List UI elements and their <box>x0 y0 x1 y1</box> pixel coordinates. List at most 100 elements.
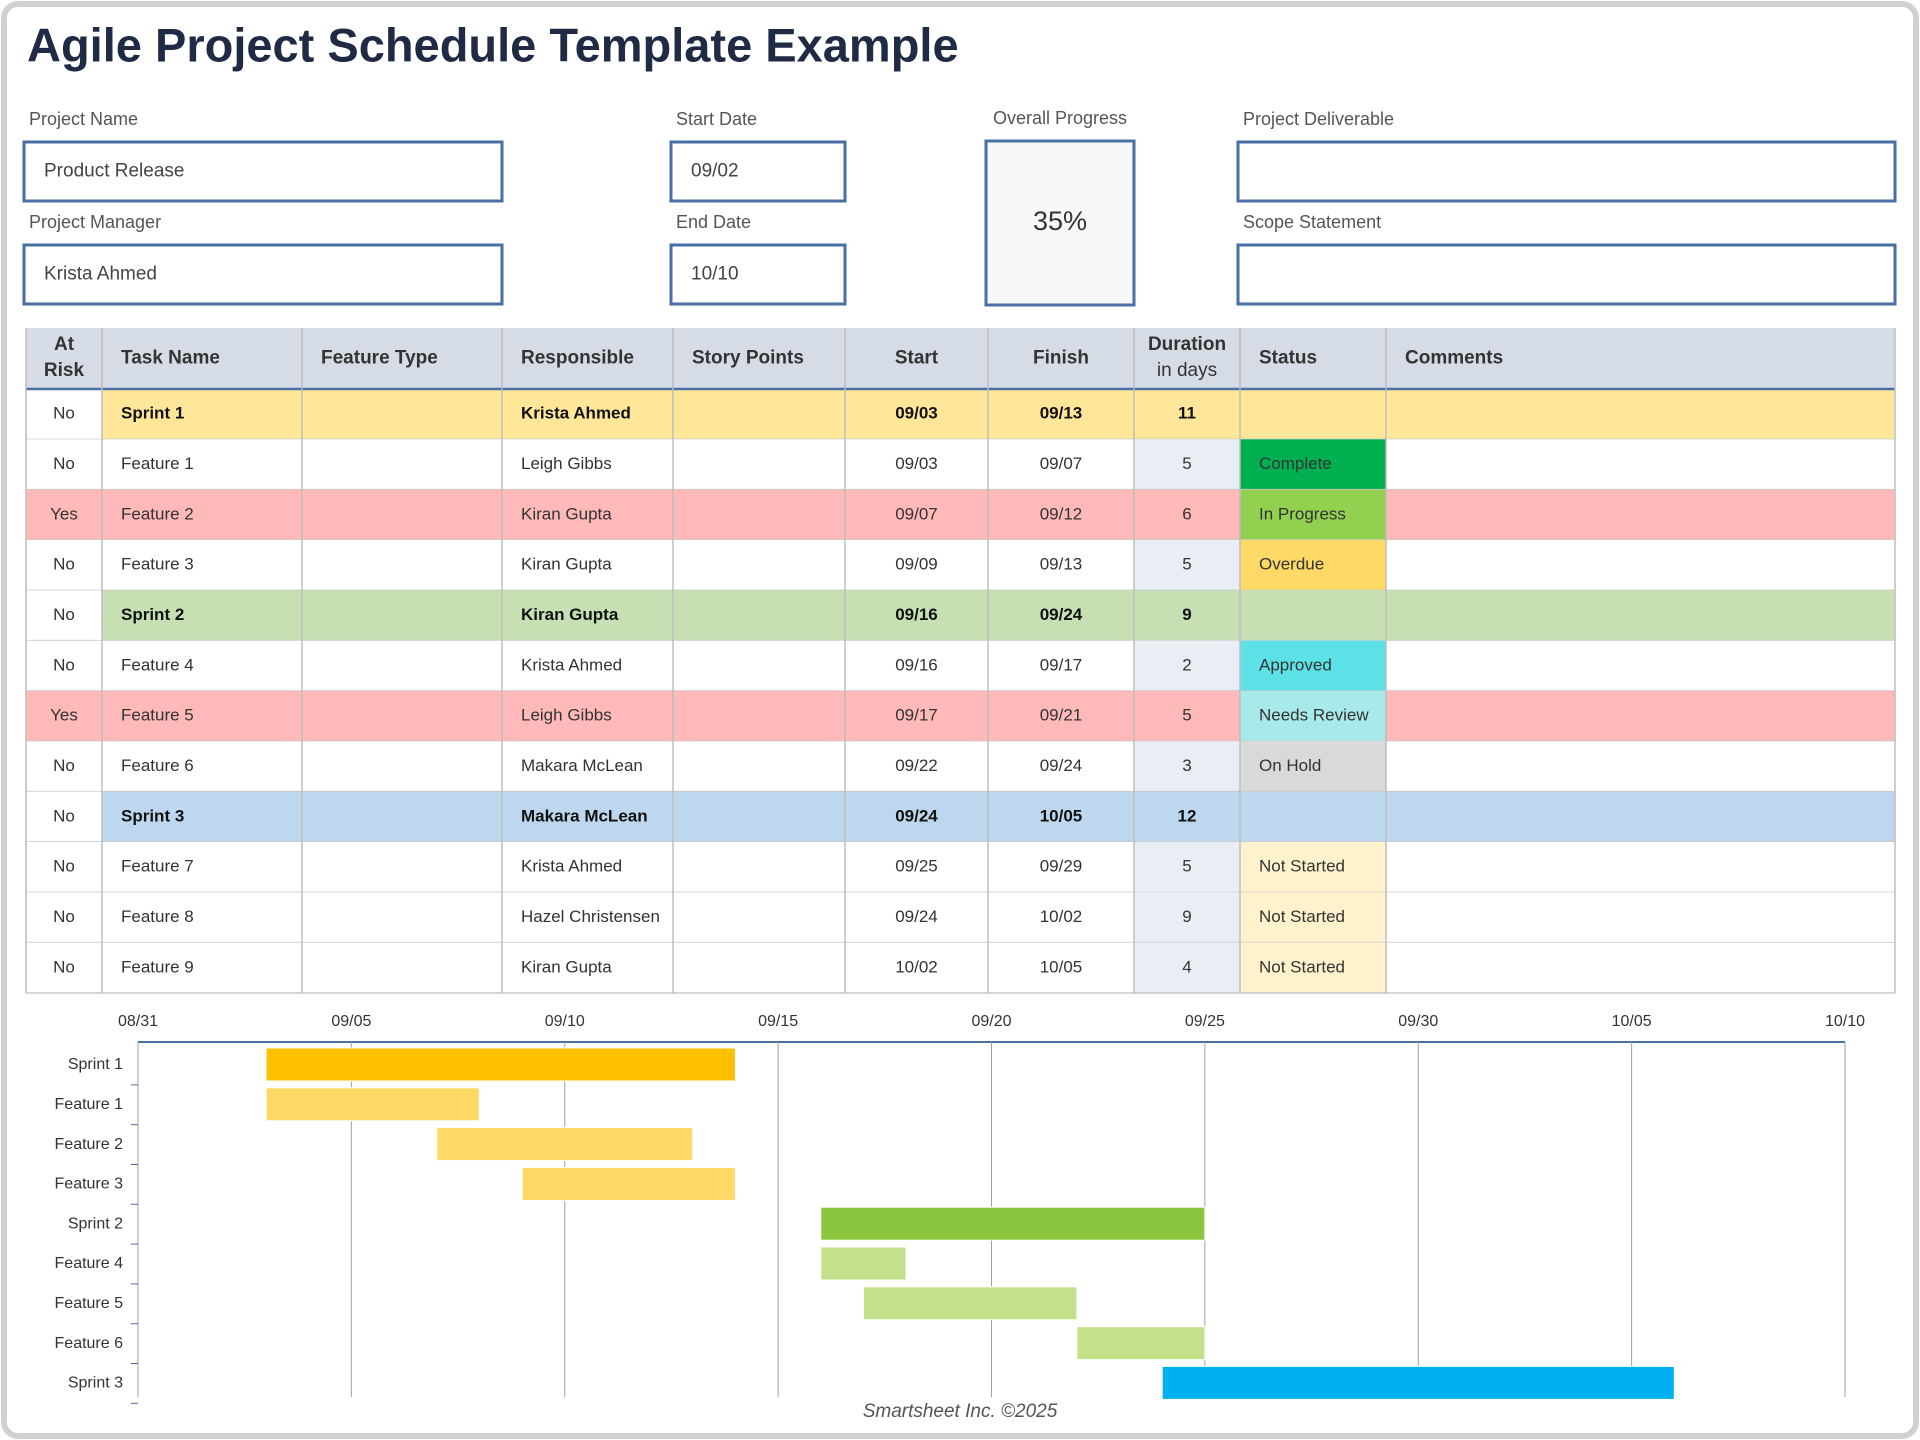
header-label: Finish <box>1033 348 1089 369</box>
x-tick-label: 09/30 <box>1398 1013 1438 1030</box>
field-box <box>22 140 504 203</box>
cell: Feature 6 <box>121 756 194 775</box>
title: Agile Project Schedule Template Example <box>27 18 959 71</box>
field-box <box>1236 140 1897 203</box>
cell: 09/07 <box>1040 454 1083 473</box>
cell: Krista Ahmed <box>521 857 622 876</box>
status-cell <box>1240 691 1386 742</box>
gantt-bar <box>1076 1326 1206 1361</box>
cell: No <box>53 655 75 674</box>
header-label: Duration <box>1148 334 1226 355</box>
row-fill <box>102 741 1895 792</box>
at-risk-cell <box>26 439 102 490</box>
cell: Sprint 2 <box>121 605 184 624</box>
cell: Feature 3 <box>121 555 194 574</box>
status-cell <box>1240 540 1386 591</box>
duration-cell <box>1134 842 1240 893</box>
gantt-bar <box>265 1087 480 1122</box>
gantt-label: Feature 1 <box>55 1096 124 1113</box>
at-risk-cell <box>26 842 102 893</box>
header-label: Feature Type <box>321 348 438 369</box>
cell: 09/24 <box>1040 605 1083 624</box>
cell: Feature 4 <box>121 655 194 674</box>
cell: Kiran Gupta <box>521 555 612 574</box>
cell: 09/16 <box>895 605 938 624</box>
cell: Makara McLean <box>521 806 648 825</box>
cell: In Progress <box>1259 504 1346 523</box>
header-label: Comments <box>1405 348 1503 369</box>
duration-cell <box>1134 741 1240 792</box>
cell: 09/03 <box>895 454 938 473</box>
cell: 09/17 <box>895 706 938 725</box>
status-cell <box>1240 489 1386 540</box>
header-label: Responsible <box>521 348 634 369</box>
at-risk-cell <box>26 640 102 691</box>
field-value: 10/10 <box>691 264 739 285</box>
cell: No <box>53 756 75 775</box>
x-tick-label: 09/20 <box>971 1013 1011 1030</box>
cell: Sprint 1 <box>121 404 184 423</box>
cell: Complete <box>1259 454 1332 473</box>
gantt-bar <box>436 1127 694 1162</box>
cell: On Hold <box>1259 756 1321 775</box>
cell: No <box>53 404 75 423</box>
gantt-label: Feature 5 <box>55 1295 124 1312</box>
cell: 9 <box>1182 907 1191 926</box>
cell: Feature 7 <box>121 857 194 876</box>
cell: 2 <box>1182 655 1191 674</box>
cell: Approved <box>1259 655 1332 674</box>
cell: 09/16 <box>895 655 938 674</box>
cell: 09/24 <box>895 907 938 926</box>
cell: Yes <box>50 706 78 725</box>
field-value: Krista Ahmed <box>44 264 157 285</box>
cell: Makara McLean <box>521 756 643 775</box>
status-cell <box>1240 892 1386 943</box>
gantt-bar <box>820 1206 1206 1241</box>
cell: 09/13 <box>1040 555 1083 574</box>
row-fill <box>102 590 1895 641</box>
field-label: Overall Progress <box>993 108 1127 128</box>
gantt-bar <box>820 1246 907 1281</box>
at-risk-cell <box>26 691 102 742</box>
cell: Feature 5 <box>121 706 194 725</box>
cell: Not Started <box>1259 857 1345 876</box>
gantt-label: Feature 4 <box>55 1255 124 1272</box>
cell: 09/12 <box>1040 504 1083 523</box>
cell: 09/24 <box>895 806 938 825</box>
at-risk-cell <box>26 489 102 540</box>
cell: 5 <box>1182 706 1191 725</box>
cell: No <box>53 806 75 825</box>
cell: No <box>53 957 75 976</box>
header-label: Risk <box>44 360 85 381</box>
cell: Kiran Gupta <box>521 605 619 624</box>
gantt-bar <box>862 1286 1078 1321</box>
field-label: Project Name <box>29 109 138 129</box>
x-tick-label: 10/05 <box>1612 1013 1652 1030</box>
gantt-label: Sprint 1 <box>68 1056 123 1073</box>
field-label: End Date <box>676 212 751 232</box>
row-fill <box>102 640 1895 691</box>
row-fill <box>102 439 1895 490</box>
cell: Needs Review <box>1259 706 1369 725</box>
cell: 5 <box>1182 555 1191 574</box>
x-tick-label: 10/10 <box>1825 1013 1865 1030</box>
cell: 3 <box>1182 756 1191 775</box>
cell: Feature 2 <box>121 504 194 523</box>
row-fill <box>102 892 1895 943</box>
cell: Krista Ahmed <box>521 404 631 423</box>
status-cell <box>1240 842 1386 893</box>
field-label: Project Deliverable <box>1243 109 1394 129</box>
cell: 09/03 <box>895 404 938 423</box>
cell: 09/29 <box>1040 857 1083 876</box>
cell: No <box>53 555 75 574</box>
x-tick-label: 08/31 <box>118 1013 158 1030</box>
row-fill <box>102 489 1895 540</box>
field-box <box>669 140 847 203</box>
cell: 10/05 <box>1040 957 1083 976</box>
at-risk-cell <box>26 791 102 842</box>
cell: 09/22 <box>895 756 938 775</box>
row-fill <box>102 842 1895 893</box>
status-cell <box>1240 640 1386 691</box>
cell: 5 <box>1182 454 1191 473</box>
